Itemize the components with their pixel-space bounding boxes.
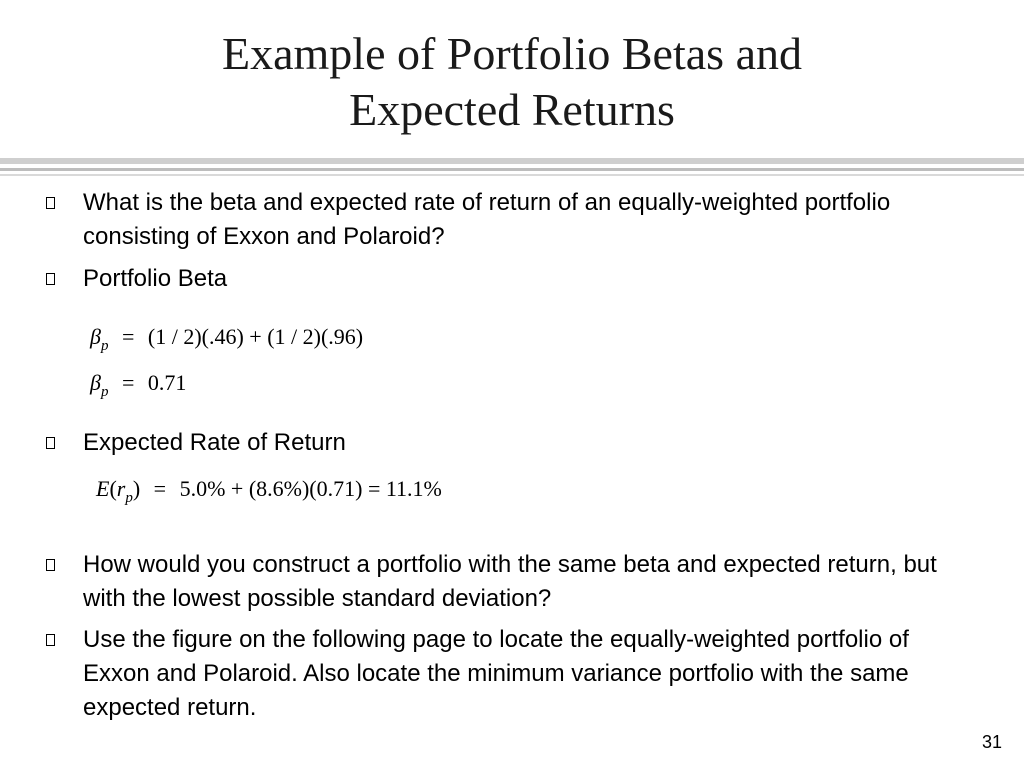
bullet-question-beta-return: What is the beta and expected rate of re… xyxy=(46,186,966,254)
expected-return-rhs: 5.0% + (8.6%)(0.71) = 11.1% xyxy=(179,476,442,501)
bullet-construct-portfolio: How would you construct a portfolio with… xyxy=(46,548,966,616)
beta-equation-1-rhs: (1 / 2)(.46) + (1 / 2)(.96) xyxy=(147,324,364,349)
bullet-use-figure: Use the figure on the following page to … xyxy=(46,623,966,725)
close-paren: ) xyxy=(132,476,141,501)
beta-equation-2: βp = 0.71 xyxy=(90,370,186,401)
bullet-expected-return: Expected Rate of Return xyxy=(46,426,966,460)
title-divider xyxy=(0,156,1024,180)
bullet-text: Portfolio Beta xyxy=(83,265,228,292)
beta-symbol: β xyxy=(90,370,101,395)
beta-symbol: β xyxy=(90,324,101,349)
bullet-square-icon xyxy=(46,197,55,209)
bullet-square-icon xyxy=(46,273,55,285)
beta-equation-1: βp = (1 / 2)(.46) + (1 / 2)(.96) xyxy=(90,324,363,355)
beta-subscript: p xyxy=(100,384,109,400)
return-symbol: r xyxy=(116,476,126,501)
bullet-text: Expected Rate of Return xyxy=(83,429,346,456)
expectation-symbol: E xyxy=(96,476,110,501)
slide-title-line-2: Expected Returns xyxy=(349,84,675,135)
beta-equation-2-rhs: 0.71 xyxy=(147,370,187,395)
bullet-portfolio-beta: Portfolio Beta xyxy=(46,262,966,296)
equals-sign: = xyxy=(121,324,135,349)
slide-title: Example of Portfolio Betas and Expected … xyxy=(0,26,1024,138)
beta-subscript: p xyxy=(100,338,109,354)
bullet-square-icon xyxy=(46,437,55,449)
return-subscript: p xyxy=(125,490,133,506)
bullet-text: Use the figure on the following page to … xyxy=(83,626,909,721)
bullet-text: How would you construct a portfolio with… xyxy=(83,551,937,612)
slide-title-line-1: Example of Portfolio Betas and xyxy=(222,28,802,79)
expected-return-equation: E(rp) = 5.0% + (8.6%)(0.71) = 11.1% xyxy=(96,476,442,507)
open-paren: ( xyxy=(109,476,117,501)
equals-sign: = xyxy=(121,370,135,395)
page-number: 31 xyxy=(981,732,1002,752)
bullet-square-icon xyxy=(46,634,55,646)
equals-sign: = xyxy=(153,476,167,501)
bullet-square-icon xyxy=(46,559,55,571)
bullet-text: What is the beta and expected rate of re… xyxy=(83,189,891,250)
